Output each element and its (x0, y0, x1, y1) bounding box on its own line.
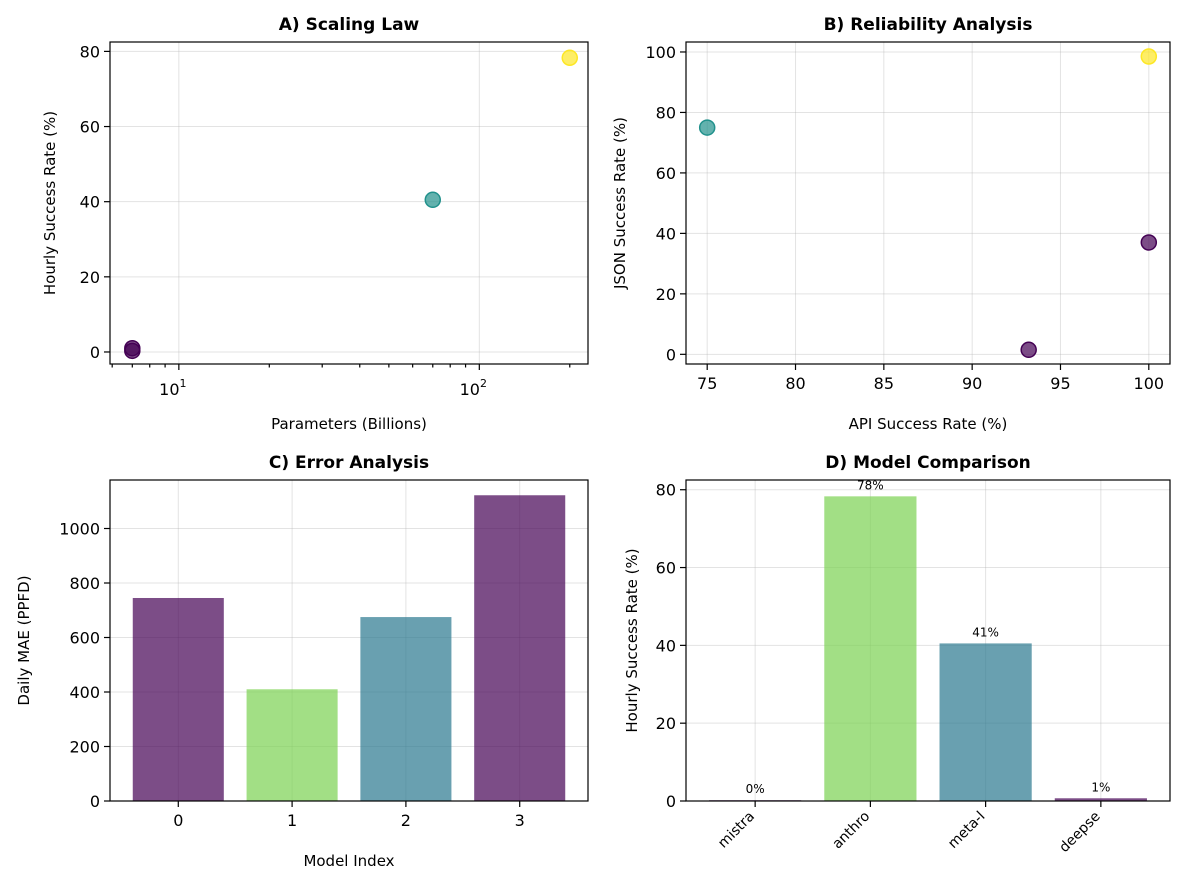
data-point (1020, 341, 1037, 359)
x-axis-label: Model Index (303, 852, 394, 870)
plot-frame (109, 479, 589, 802)
y-tick-label: 20 (656, 285, 676, 304)
y-tick-label: 200 (69, 738, 100, 757)
y-tick-label: 60 (656, 559, 676, 578)
y-axis-label: Daily MAE (PPFD) (15, 575, 33, 705)
y-tick-label: 400 (69, 683, 100, 702)
bar (474, 495, 566, 801)
bar (939, 643, 1032, 801)
panel-0: 0 20 40 60 80 101 102 A) Scaling Law Parameters … (41, 15, 589, 433)
x-tick-label: 102 (460, 377, 487, 399)
x-tick-label: 100 (1134, 374, 1165, 393)
y-tick-label: 0 (90, 792, 100, 811)
x-tick-label: 0 (173, 811, 183, 830)
y-tick-label: 60 (656, 164, 676, 183)
y-tick-label: 0 (90, 343, 100, 362)
y-tick-label: 40 (656, 224, 676, 243)
x-tick-label: 85 (874, 374, 894, 393)
x-axis-label: Parameters (Billions) (271, 415, 427, 433)
x-axis-label: API Success Rate (%) (849, 415, 1008, 433)
bar-data-label: 1% (1091, 780, 1110, 794)
data-point (424, 191, 442, 209)
plot-frame (685, 479, 1171, 802)
y-tick-label: 40 (656, 636, 676, 655)
bar-data-label: 0% (746, 782, 765, 796)
y-tick-label: 40 (80, 193, 100, 212)
bar (824, 496, 917, 801)
y-tick-label: 80 (656, 481, 676, 500)
x-tick-label: 80 (785, 374, 805, 393)
data-point (1140, 48, 1158, 65)
x-tick-label: meta-l (945, 809, 988, 852)
bar (132, 597, 224, 801)
x-tick-label: 75 (697, 374, 717, 393)
y-tick-label: 1000 (59, 520, 100, 539)
y-tick-label: 600 (69, 629, 100, 648)
chart-title: A) Scaling Law (279, 15, 420, 35)
x-tick-label: 95 (1050, 374, 1070, 393)
y-tick-label: 20 (656, 714, 676, 733)
panel-1: 0 20 40 60 80 100 75 80 85 90 95 100 B) Reliability … (611, 15, 1171, 433)
x-tick-label: deepse (1056, 809, 1103, 856)
x-tick-label: 101 (159, 377, 186, 399)
data-point (561, 49, 579, 67)
bar (360, 617, 452, 801)
y-tick-label: 60 (80, 118, 100, 137)
y-axis-label: Hourly Success Rate (%) (623, 548, 641, 732)
data-point (698, 119, 716, 136)
y-tick-label: 0 (666, 792, 676, 811)
y-tick-label: 0 (666, 345, 676, 364)
chart-title: C) Error Analysis (269, 453, 429, 473)
x-tick-label: mistra (715, 809, 758, 852)
x-tick-label: 2 (401, 811, 411, 830)
bar-data-label: 41% (972, 625, 999, 639)
bar (1054, 798, 1147, 801)
y-axis-label: JSON Success Rate (%) (611, 117, 629, 290)
x-tick-label: 3 (515, 811, 525, 830)
bar-data-label: 78% (857, 478, 884, 492)
y-tick-label: 20 (80, 268, 100, 287)
x-tick-label: anthro (829, 809, 873, 853)
bar (246, 689, 338, 801)
data-point (124, 339, 141, 357)
y-tick-label: 80 (656, 103, 676, 122)
chart-title: D) Model Comparison (825, 453, 1030, 473)
chart-title: B) Reliability Analysis (824, 15, 1033, 35)
data-point (1140, 234, 1158, 251)
x-tick-label: 1 (287, 811, 297, 830)
panel-3: 0% 78% 41% 1% 0 20 40 60 80 mistra anthro meta-l dee… (623, 453, 1171, 856)
y-tick-label: 800 (69, 574, 100, 593)
y-axis-label: Hourly Success Rate (%) (41, 111, 59, 295)
plot-frame (109, 41, 589, 365)
panel-2: 0 200 400 600 800 1000 0 1 2 3 C) Error Analysis Mo… (15, 453, 589, 870)
y-tick-label: 80 (80, 42, 100, 61)
y-tick-label: 100 (645, 43, 676, 62)
plot-frame (685, 41, 1171, 365)
x-tick-label: 90 (962, 374, 982, 393)
